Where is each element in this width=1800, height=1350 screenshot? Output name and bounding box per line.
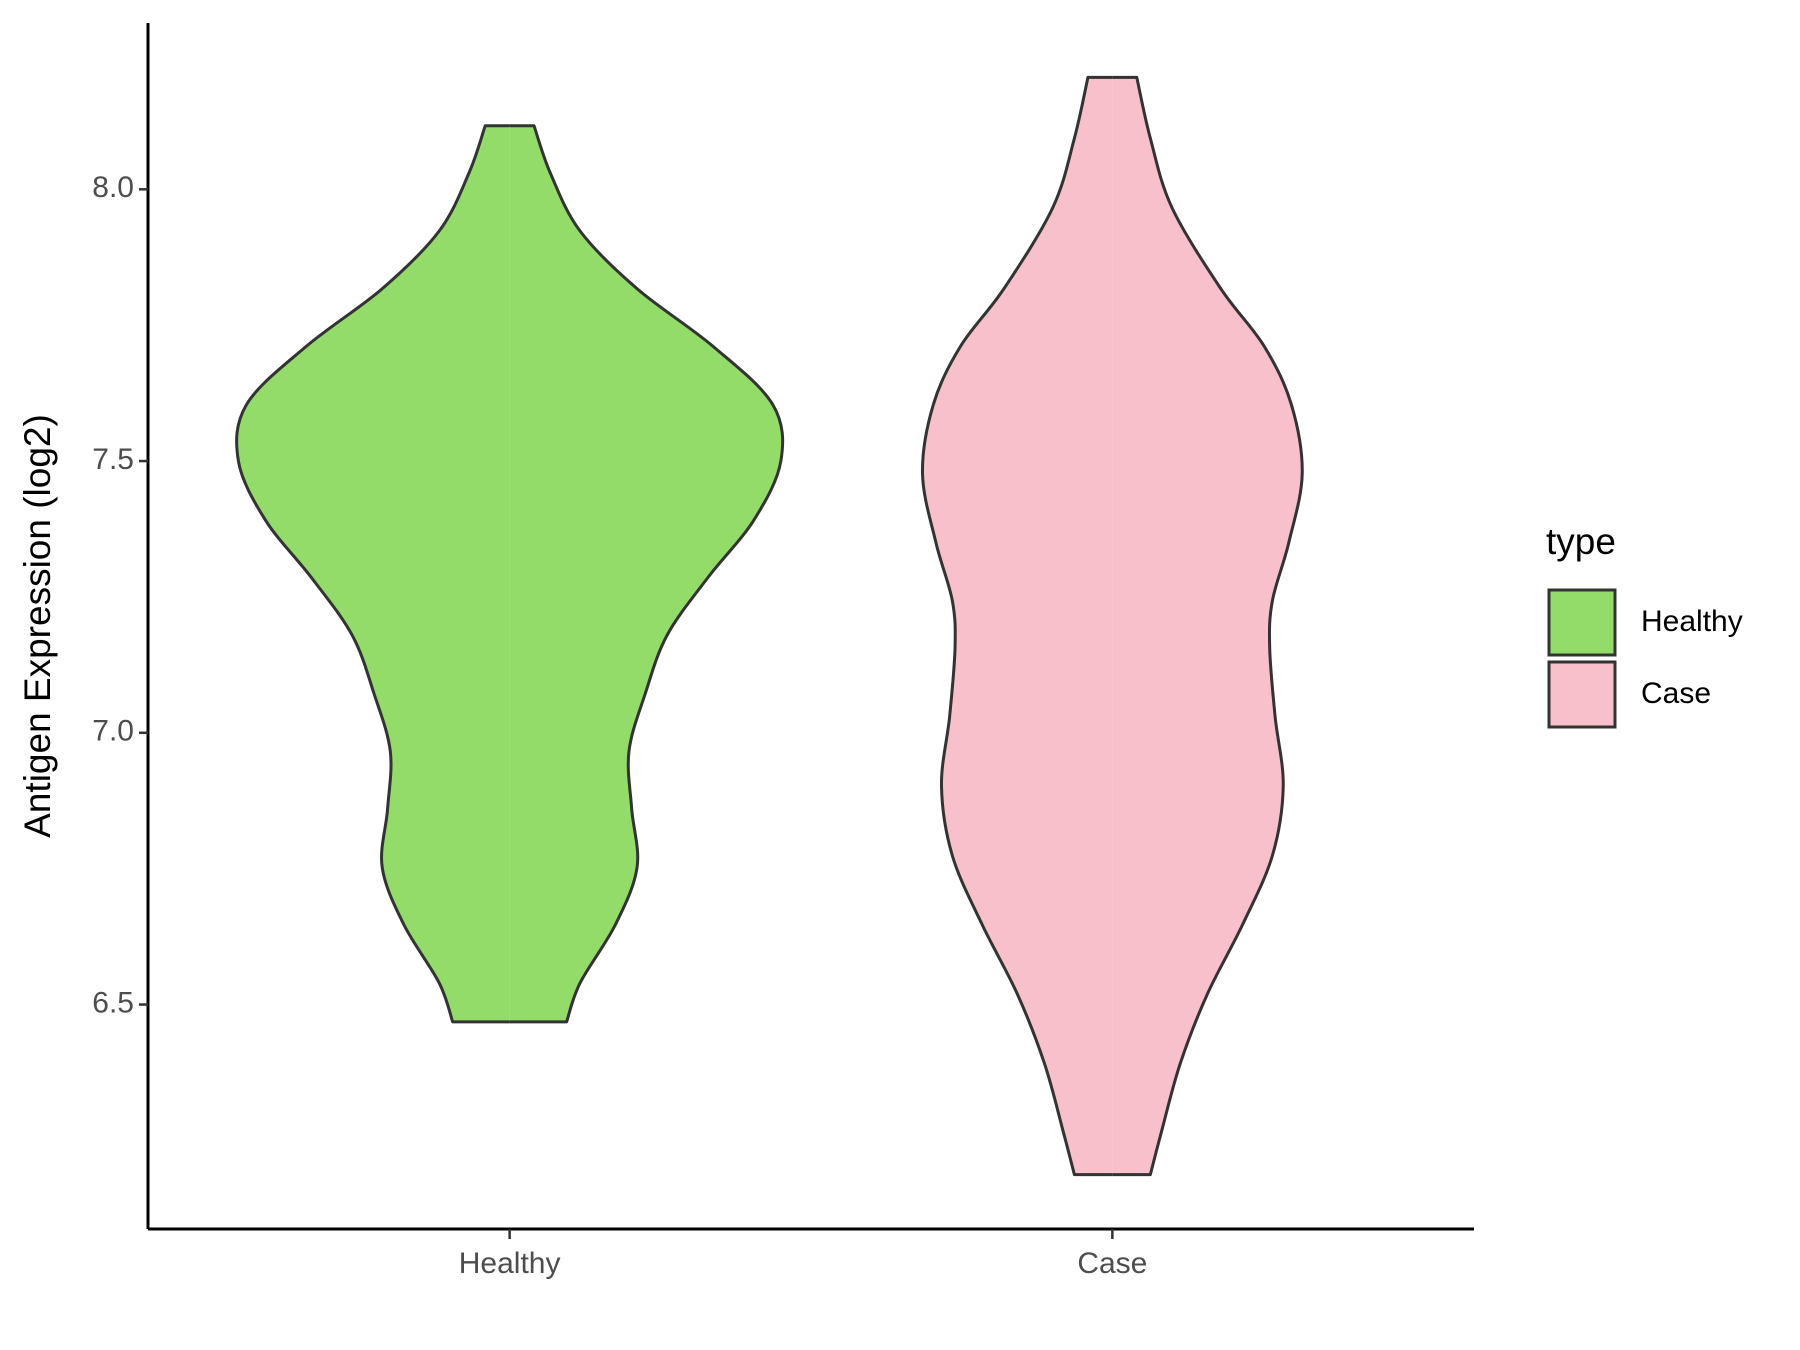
violin-half bbox=[509, 125, 783, 1022]
y-tick-label: 7.5 bbox=[92, 443, 134, 476]
violin-outline bbox=[921, 75, 1113, 1177]
y-tick-label: 6.5 bbox=[92, 986, 134, 1019]
y-axis-label: Antigen Expression (log2) bbox=[17, 414, 58, 838]
violin-half bbox=[1112, 77, 1303, 1175]
legend-key bbox=[1547, 588, 1617, 657]
violin-half bbox=[236, 125, 510, 1022]
y-tick-label: 8.0 bbox=[92, 171, 134, 204]
legend-label: Case bbox=[1641, 677, 1711, 710]
y-tick-label: 7.0 bbox=[92, 715, 134, 748]
violin-outline bbox=[1112, 75, 1304, 1177]
legend-label: Healthy bbox=[1641, 605, 1743, 638]
legend-title: type bbox=[1546, 521, 1616, 562]
violin-outline bbox=[509, 124, 785, 1024]
legend-key bbox=[1547, 660, 1617, 729]
violin-half bbox=[922, 77, 1113, 1175]
violin-outline bbox=[235, 124, 510, 1024]
x-tick-label: Healthy bbox=[459, 1247, 561, 1280]
x-tick-label: Case bbox=[1077, 1247, 1147, 1280]
